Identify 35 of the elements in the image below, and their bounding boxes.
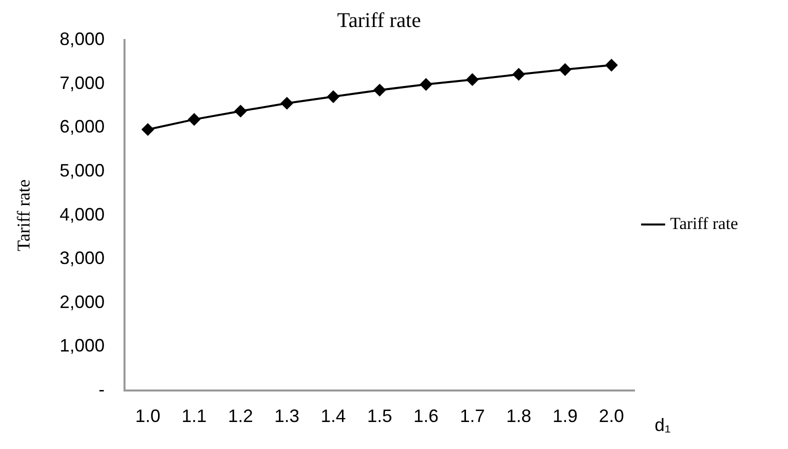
- point: [466, 74, 478, 86]
- point: [374, 84, 386, 96]
- chart-title: Tariff rate: [337, 8, 421, 32]
- y-tick-label: 5,000: [60, 160, 105, 180]
- point: [142, 124, 154, 136]
- y-tick-label: 7,000: [60, 72, 105, 93]
- x-tick-label: 1.5: [367, 406, 392, 426]
- y-tick-label: 6,000: [60, 116, 105, 137]
- x-tick-label: 1.7: [460, 406, 485, 426]
- x-tick-label: 1.0: [135, 406, 160, 426]
- point: [188, 113, 200, 126]
- point: [280, 97, 293, 110]
- point: [420, 78, 432, 90]
- x-tick-label: 1.9: [552, 406, 578, 426]
- x-tick-label: 1.6: [413, 406, 439, 426]
- y-tick-label: -: [98, 379, 105, 400]
- x-tick-label: 1.2: [228, 406, 254, 426]
- x-axis-title: d₁: [654, 414, 671, 435]
- y-tick-label: 3,000: [60, 248, 105, 268]
- y-tick-label: 4,000: [60, 204, 105, 224]
- y-tick-label: 1,000: [60, 336, 105, 356]
- point: [605, 59, 618, 72]
- x-tick-label: 1.1: [182, 406, 207, 426]
- legend-label: Tariff rate: [670, 214, 738, 233]
- point: [512, 68, 525, 80]
- y-axis-title: Tariff rate: [14, 179, 34, 252]
- x-tick-label: 1.3: [274, 406, 300, 426]
- y-tick-label: 2,000: [60, 292, 105, 312]
- point: [234, 105, 247, 118]
- x-tick-label: 1.4: [320, 406, 346, 426]
- y-tick-label: 8,000: [60, 29, 105, 50]
- point: [327, 90, 340, 103]
- point: [559, 64, 572, 76]
- x-tick-label: 2.0: [598, 406, 624, 426]
- x-tick-label: 1.8: [506, 406, 532, 426]
